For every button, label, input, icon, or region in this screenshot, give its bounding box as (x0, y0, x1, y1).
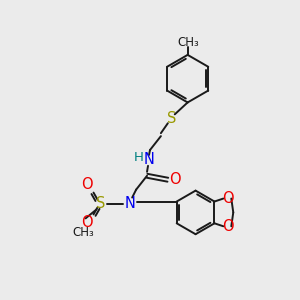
Text: O: O (223, 191, 234, 206)
Text: H: H (134, 152, 144, 164)
Text: S: S (167, 111, 176, 126)
Text: N: N (144, 152, 154, 167)
Text: CH₃: CH₃ (73, 226, 94, 239)
Text: S: S (96, 196, 105, 211)
Text: CH₃: CH₃ (178, 37, 200, 50)
Text: O: O (81, 215, 92, 230)
Text: O: O (223, 219, 234, 234)
Text: O: O (169, 172, 181, 187)
Text: O: O (81, 177, 92, 192)
Text: N: N (125, 196, 136, 211)
